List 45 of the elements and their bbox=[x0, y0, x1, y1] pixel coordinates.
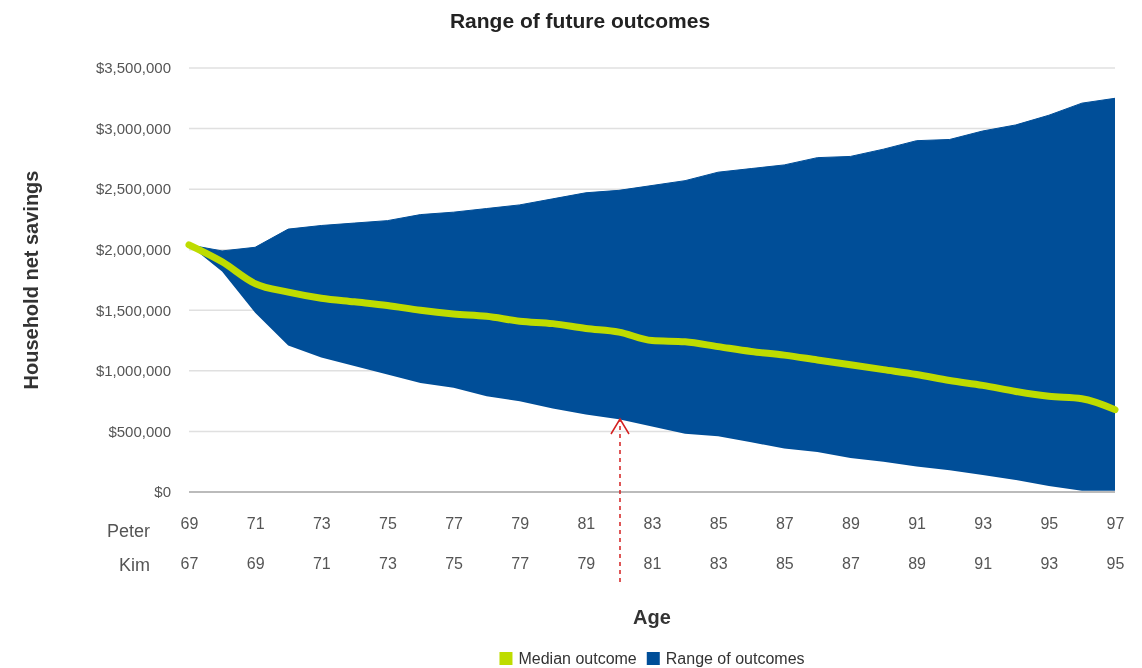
x2-tick-label: 79 bbox=[577, 555, 596, 573]
x2-tick-label: 85 bbox=[775, 555, 794, 573]
y-axis-title: Household net savings bbox=[20, 170, 42, 390]
x2-tick-label: 75 bbox=[445, 555, 464, 573]
chart-title: Range of future outcomes bbox=[449, 9, 711, 32]
y-tick-label: $1,000,000 bbox=[95, 362, 171, 380]
y-tick-label: $2,500,000 bbox=[95, 180, 171, 198]
x2-tick-label: 89 bbox=[908, 555, 927, 573]
x-tick-label: 93 bbox=[974, 515, 993, 533]
x-axis-title: Age bbox=[633, 606, 671, 628]
x-tick-label: 91 bbox=[908, 515, 927, 533]
legend-label: Median outcome bbox=[518, 650, 637, 667]
x-tick-label: 95 bbox=[1040, 515, 1059, 533]
x2-tick-label: 73 bbox=[379, 555, 397, 573]
x2-tick-label: 95 bbox=[1106, 555, 1125, 573]
y-tick-label: $500,000 bbox=[108, 422, 171, 440]
x-tick-label: 75 bbox=[379, 515, 397, 533]
x2-tick-label: 69 bbox=[246, 555, 265, 573]
x-tick-label: 79 bbox=[511, 515, 530, 533]
x-tick-label: 73 bbox=[312, 515, 331, 533]
x-tick-label: 83 bbox=[643, 515, 662, 533]
x2-tick-label: 91 bbox=[974, 555, 993, 573]
x2-tick-label: 67 bbox=[180, 555, 199, 573]
x-tick-label: 97 bbox=[1106, 515, 1125, 533]
x2-tick-label: 77 bbox=[511, 555, 530, 573]
y-tick-label: $1,500,000 bbox=[95, 301, 171, 319]
x2-tick-label: 83 bbox=[709, 555, 728, 573]
x-tick-label: 69 bbox=[180, 515, 199, 533]
y-tick-label: $0 bbox=[154, 483, 171, 501]
x-tick-label: 77 bbox=[445, 515, 464, 533]
x-tick-label: 71 bbox=[246, 515, 265, 533]
text: Kim bbox=[119, 555, 150, 575]
text: Peter bbox=[106, 521, 150, 541]
x-tick-label: 89 bbox=[842, 515, 860, 533]
y-tick-label: $2,000,000 bbox=[95, 241, 171, 259]
x2-tick-label: 87 bbox=[842, 555, 860, 573]
x2-tick-label: 71 bbox=[312, 555, 331, 573]
x2-tick-label: 93 bbox=[1040, 555, 1059, 573]
x-tick-label: 87 bbox=[775, 515, 794, 533]
x2-tick-label: 81 bbox=[643, 555, 662, 573]
x-tick-label: 81 bbox=[577, 515, 596, 533]
legend-label: Range of outcomes bbox=[665, 650, 805, 667]
y-tick-label: $3,000,000 bbox=[95, 119, 171, 137]
x-tick-label: 85 bbox=[709, 515, 728, 533]
y-tick-label: $3,500,000 bbox=[95, 59, 171, 77]
